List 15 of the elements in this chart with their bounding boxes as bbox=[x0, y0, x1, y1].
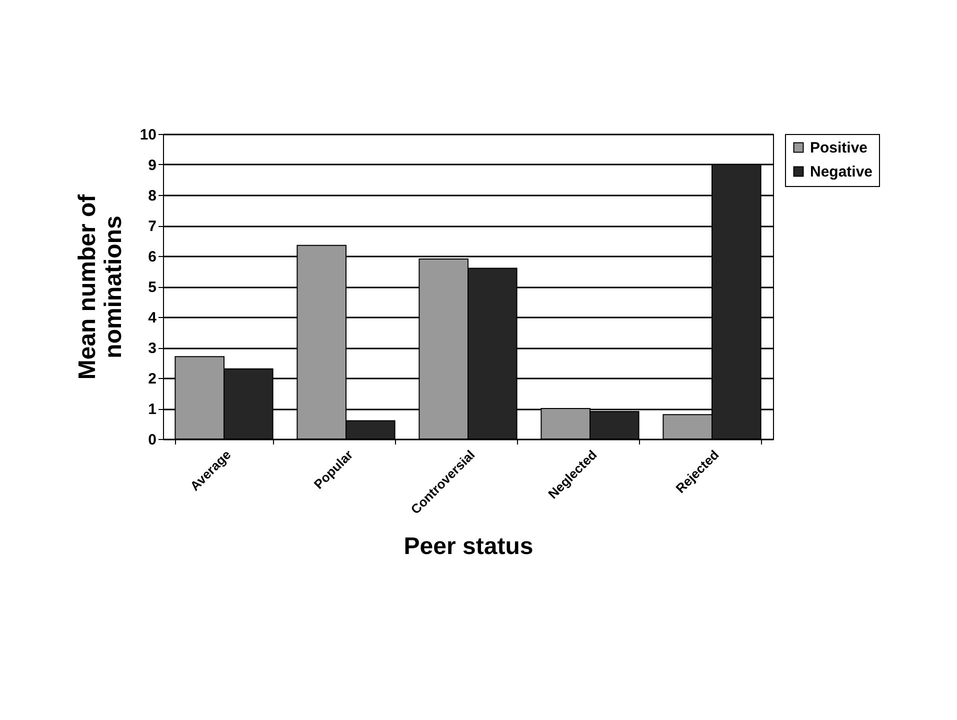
y-tick-label: 6 bbox=[148, 248, 156, 266]
y-axis-title: Mean number of nominations bbox=[74, 193, 127, 380]
y-tick-label: 2 bbox=[148, 370, 156, 388]
y-tick-label: 10 bbox=[140, 126, 156, 144]
y-tick-label: 8 bbox=[148, 188, 156, 204]
y-tick-label: 3 bbox=[148, 340, 156, 357]
x-axis-title: Peer status bbox=[404, 532, 534, 560]
y-tick-label: 5 bbox=[148, 279, 156, 296]
y-tick-label: 7 bbox=[148, 218, 156, 235]
legend-label: Positive bbox=[810, 140, 868, 156]
legend-label: Negative bbox=[810, 164, 873, 180]
y-tick-label: 1 bbox=[148, 401, 156, 418]
y-tick-label: 9 bbox=[148, 157, 156, 174]
y-tick-label: 0 bbox=[148, 432, 156, 448]
y-tick-label: 4 bbox=[148, 310, 158, 326]
